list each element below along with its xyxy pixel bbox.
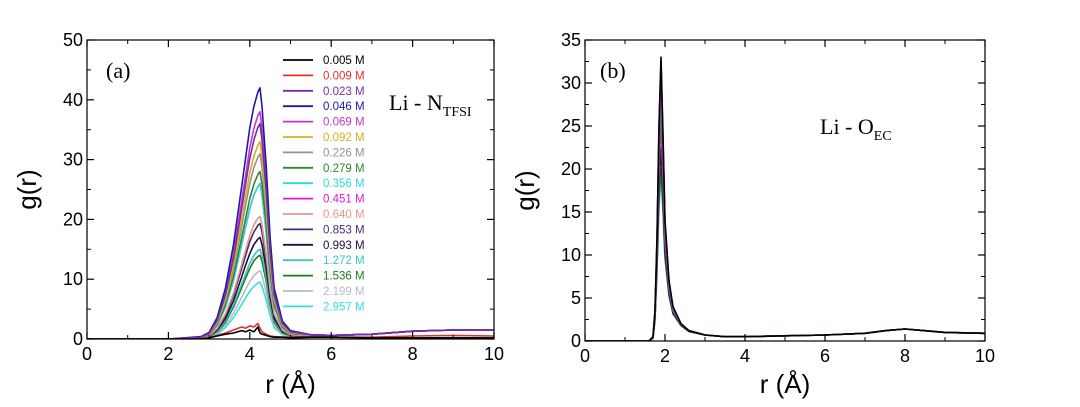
- series-lines: [585, 56, 985, 341]
- series-line: [87, 269, 494, 339]
- y-tick-label: 25: [561, 116, 581, 136]
- y-tick-label: 10: [63, 269, 83, 289]
- series-line: [585, 176, 985, 341]
- x-tick-label: 10: [484, 344, 504, 364]
- y-tick-label: 0: [571, 331, 581, 351]
- series-line: [87, 111, 494, 339]
- series-line: [87, 140, 494, 339]
- plot-frame: [86, 39, 495, 340]
- legend-label: 1.536 M: [323, 271, 365, 283]
- series-line: [87, 215, 494, 339]
- x-tick-label: 0: [82, 344, 92, 364]
- legend-label: 0.009 M: [323, 70, 365, 82]
- legend-label: 0.005 M: [323, 55, 365, 67]
- annotation-sub: TFSI: [443, 105, 472, 120]
- legend: 0.005 M 0.009 M 0.023 M 0.046 M 0.069 M 0.092…: [283, 55, 365, 313]
- series-line: [585, 168, 985, 341]
- series-line: [585, 120, 985, 341]
- legend-label: 0.640 M: [323, 209, 365, 221]
- series-line: [87, 182, 494, 339]
- y-tick-label: 30: [63, 150, 83, 170]
- y-tick-label: 15: [561, 202, 581, 222]
- legend-label: 2.199 M: [323, 286, 365, 298]
- x-tick-label: 6: [820, 346, 830, 366]
- legend-label: 0.993 M: [323, 240, 365, 252]
- series-line: [87, 170, 494, 339]
- series-line: [87, 222, 494, 339]
- legend-label: 0.046 M: [323, 101, 365, 113]
- series-line: [87, 236, 494, 339]
- series-line: [585, 82, 985, 341]
- annotation: Li - OEC: [820, 114, 892, 144]
- panel-label: (a): [106, 58, 130, 83]
- x-axis-label: r (Å): [265, 369, 316, 399]
- y-tick-label: 20: [63, 209, 83, 229]
- x-tick-label: 8: [900, 346, 910, 366]
- x-tick-label: 8: [408, 344, 418, 364]
- y-tick-label: 30: [561, 73, 581, 93]
- legend-label: 0.356 M: [323, 178, 365, 190]
- legend-label: 0.226 M: [323, 147, 365, 159]
- y-tick-label: 50: [63, 30, 83, 50]
- annotation-main: Li - N: [389, 90, 443, 115]
- legend-label: 0.853 M: [323, 224, 365, 236]
- legend-label: 0.092 M: [323, 132, 365, 144]
- x-tick-label: 2: [163, 344, 173, 364]
- series-line: [585, 60, 985, 341]
- series-line: [585, 103, 985, 341]
- y-axis-label: g(r): [510, 170, 540, 210]
- series-line: [87, 182, 494, 339]
- plot-frame: [584, 39, 986, 342]
- x-tick-label: 4: [740, 346, 750, 366]
- x-axis-label: r (Å): [760, 369, 811, 399]
- y-tick-label: 0: [73, 329, 83, 349]
- x-tick-label: 6: [326, 344, 336, 364]
- legend-label: 0.279 M: [323, 163, 365, 175]
- series-line: [585, 56, 985, 341]
- panel-label: (b): [600, 58, 626, 83]
- y-tick-label: 40: [63, 90, 83, 110]
- legend-label: 0.451 M: [323, 194, 365, 206]
- annotation-sub: EC: [874, 129, 892, 144]
- x-tick-label: 10: [975, 346, 995, 366]
- y-tick-label: 5: [571, 288, 581, 308]
- x-tick-label: 0: [580, 346, 590, 366]
- panel-a: 0 2 4 6 8 10 0 10 20 30 40 50 r (Å) g(r) (a) Li - NTFSI…: [12, 30, 504, 399]
- legend-label: 0.069 M: [323, 117, 365, 129]
- y-axis-label: g(r): [12, 169, 42, 209]
- series-line: [87, 248, 494, 339]
- annotation-main: Li - O: [820, 114, 874, 139]
- series-line: [87, 254, 494, 339]
- y-tick-label: 20: [561, 159, 581, 179]
- legend-label: 2.957 M: [323, 301, 365, 313]
- annotation: Li - NTFSI: [389, 90, 472, 120]
- y-tick-label: 35: [561, 30, 581, 50]
- legend-label: 1.272 M: [323, 255, 365, 267]
- series-line: [87, 152, 494, 339]
- y-tick-label: 10: [561, 245, 581, 265]
- panel-b: 0 2 4 6 8 10 0 5 10 15 20 25 30 35 r (Å) g(r) (b) Li - OE…: [510, 30, 995, 399]
- x-tick-label: 2: [660, 346, 670, 366]
- legend-label: 0.023 M: [323, 86, 365, 98]
- x-tick-label: 4: [245, 344, 255, 364]
- series-line: [585, 146, 985, 341]
